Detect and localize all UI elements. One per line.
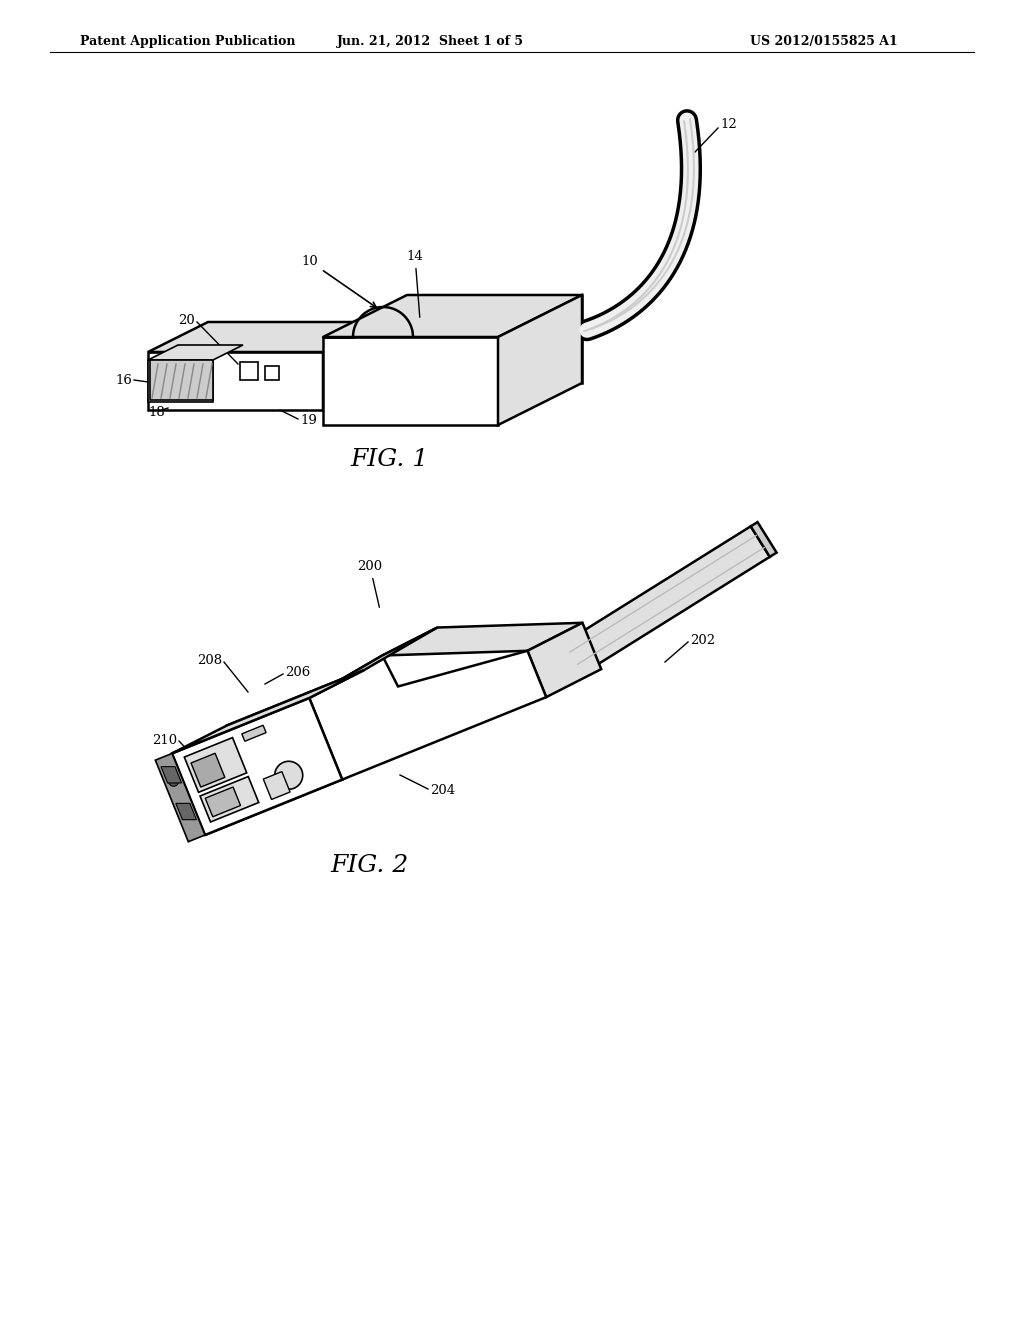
Text: 200: 200 bbox=[357, 560, 383, 607]
Polygon shape bbox=[227, 671, 397, 807]
Polygon shape bbox=[208, 322, 383, 380]
Polygon shape bbox=[176, 804, 197, 820]
Text: Jun. 21, 2012  Sheet 1 of 5: Jun. 21, 2012 Sheet 1 of 5 bbox=[337, 36, 523, 48]
Text: 10: 10 bbox=[302, 255, 376, 308]
Polygon shape bbox=[161, 767, 181, 783]
Polygon shape bbox=[564, 527, 770, 673]
Polygon shape bbox=[309, 627, 437, 698]
Text: FIG. 1: FIG. 1 bbox=[351, 449, 429, 471]
Text: Patent Application Publication: Patent Application Publication bbox=[80, 36, 296, 48]
Polygon shape bbox=[205, 751, 397, 836]
Polygon shape bbox=[309, 651, 546, 780]
Text: 20: 20 bbox=[178, 314, 195, 326]
Text: 204: 204 bbox=[430, 784, 455, 796]
Circle shape bbox=[182, 809, 191, 818]
Polygon shape bbox=[150, 360, 213, 400]
Polygon shape bbox=[242, 725, 266, 742]
Circle shape bbox=[169, 776, 178, 787]
Polygon shape bbox=[323, 337, 498, 425]
Polygon shape bbox=[148, 345, 243, 360]
Polygon shape bbox=[323, 322, 383, 411]
Polygon shape bbox=[498, 294, 582, 425]
Polygon shape bbox=[263, 772, 290, 800]
Polygon shape bbox=[148, 322, 383, 352]
Text: 208: 208 bbox=[197, 653, 222, 667]
Polygon shape bbox=[323, 294, 582, 337]
Text: 210: 210 bbox=[152, 734, 177, 747]
Text: 18: 18 bbox=[148, 405, 165, 418]
Polygon shape bbox=[184, 738, 247, 792]
Polygon shape bbox=[191, 754, 225, 787]
Text: FIG. 2: FIG. 2 bbox=[331, 854, 410, 876]
Text: US 2012/0155825 A1: US 2012/0155825 A1 bbox=[750, 36, 898, 48]
Polygon shape bbox=[172, 671, 365, 754]
Polygon shape bbox=[407, 294, 582, 383]
Polygon shape bbox=[527, 623, 601, 697]
Polygon shape bbox=[148, 360, 213, 403]
Polygon shape bbox=[309, 671, 397, 780]
Polygon shape bbox=[751, 521, 776, 557]
Text: 16: 16 bbox=[115, 374, 132, 387]
Text: 206: 206 bbox=[285, 665, 310, 678]
Text: 212: 212 bbox=[195, 763, 220, 776]
Polygon shape bbox=[156, 754, 205, 842]
Polygon shape bbox=[200, 776, 259, 822]
Bar bbox=[240, 362, 258, 380]
Polygon shape bbox=[172, 698, 342, 836]
Polygon shape bbox=[148, 352, 323, 411]
Polygon shape bbox=[205, 787, 241, 817]
Text: 202: 202 bbox=[690, 634, 715, 647]
Circle shape bbox=[274, 762, 303, 789]
Text: 19: 19 bbox=[300, 413, 316, 426]
Text: 12: 12 bbox=[720, 119, 736, 132]
Polygon shape bbox=[382, 623, 583, 656]
Text: 14: 14 bbox=[407, 249, 423, 317]
Bar bbox=[265, 366, 279, 380]
